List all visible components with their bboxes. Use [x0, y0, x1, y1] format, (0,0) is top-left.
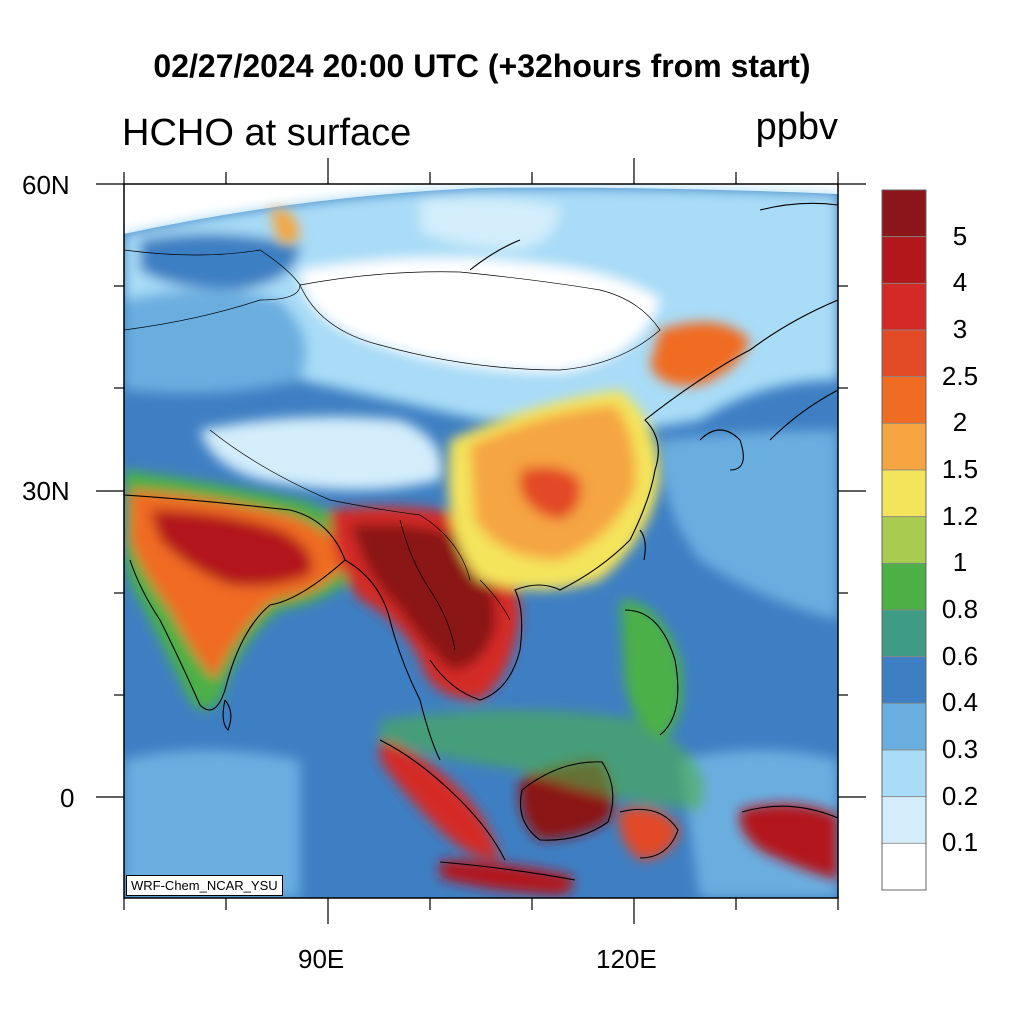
colorbar-frame: [881, 189, 927, 891]
colorbar-label: 0.4: [941, 687, 979, 718]
coastlines: [124, 202, 838, 881]
map-title: 02/27/2024 20:00 UTC (+32hours from star…: [153, 48, 811, 84]
colorbar-label: 0.2: [941, 780, 979, 811]
colorbar-swatch: [881, 702, 927, 751]
colorbar-swatch: [881, 749, 927, 798]
colorbar-swatch: [881, 842, 927, 891]
colorbar-label: 0.1: [941, 827, 979, 858]
colorbar-swatch: [881, 376, 927, 424]
colorbar-swatch: [881, 189, 927, 238]
y-tick-label-0: 0: [60, 783, 75, 813]
colorbar-label: 2.5: [941, 360, 979, 391]
colorbar-swatch: [881, 562, 927, 611]
y-tick-label-60n: 60N: [22, 170, 70, 200]
colorbar-label: 0.3: [941, 734, 979, 764]
colorbar-label: 0.8: [941, 594, 979, 624]
variable-label: HCHO at surface: [122, 112, 412, 154]
plot-frame: [123, 183, 839, 899]
y-tick-label-30n: 30N: [22, 476, 70, 506]
colorbar-label: 1.5: [941, 454, 979, 484]
colorbar-swatch: [881, 422, 927, 471]
colorbar-swatch: [881, 609, 927, 658]
concentration-field: [124, 184, 838, 898]
colorbar-swatch: [881, 516, 927, 564]
colorbar-label: 5: [952, 220, 968, 251]
colorbar-label: 0.6: [941, 640, 979, 671]
x-tick-label-120e: 120E: [596, 944, 657, 974]
colorbar-label: 1.2: [941, 500, 979, 531]
colorbar-label: 2: [952, 407, 968, 438]
model-credit-label: WRF-Chem_NCAR_YSU: [126, 875, 283, 896]
colorbar-swatch: [881, 236, 927, 284]
colorbar-swatch: [881, 469, 927, 518]
axis-ticks: [96, 158, 866, 924]
colorbar-swatch: [881, 282, 927, 331]
colorbar: [881, 189, 927, 891]
colorbar-swatch: [881, 329, 927, 378]
colorbar-swatch: [881, 656, 927, 704]
colorbar-label: 4: [952, 267, 968, 298]
colorbar-label: 1: [952, 547, 968, 578]
x-tick-label-90e: 90E: [298, 944, 345, 974]
colorbar-label: 3: [952, 314, 968, 344]
country-borders: [124, 249, 661, 651]
colorbar-swatch: [881, 796, 927, 844]
units-label: ppbv: [755, 106, 838, 148]
